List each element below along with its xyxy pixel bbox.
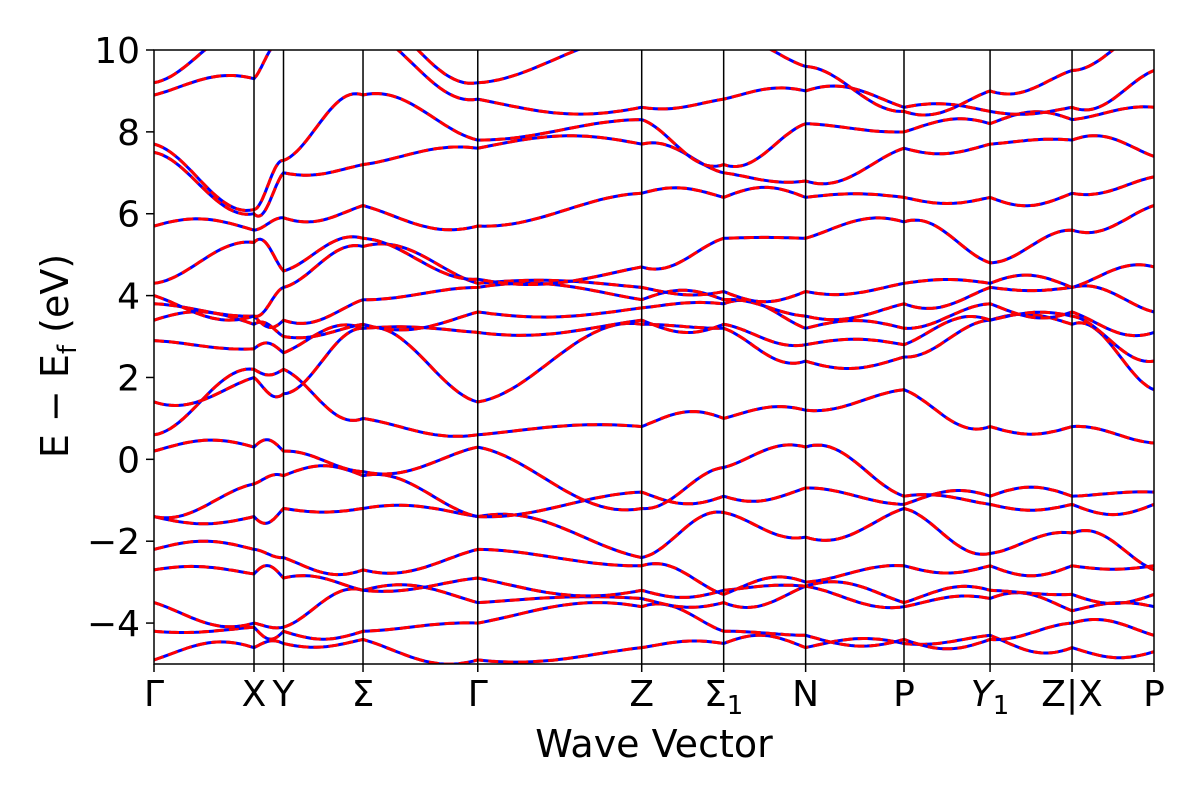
band-line-interp-2 bbox=[154, 583, 1154, 630]
plot-frame bbox=[153, 49, 1155, 665]
band-line-interp-8 bbox=[154, 367, 1154, 445]
x-tick-label: Y bbox=[272, 674, 296, 715]
x-tick-label: Z|X bbox=[1041, 674, 1102, 715]
band-line-interp-16 bbox=[154, 134, 1154, 218]
band-line-interp-12 bbox=[154, 281, 1154, 329]
high-symmetry-lines bbox=[253, 50, 1073, 664]
band-line-interp-0 bbox=[154, 633, 1154, 664]
band-line-dft-19 bbox=[154, 50, 1116, 117]
band-line-interp-3 bbox=[154, 564, 1154, 606]
y-tick-label: −4 bbox=[87, 604, 140, 645]
bands-layer bbox=[154, 50, 1154, 664]
y-tick-label: −2 bbox=[87, 522, 140, 563]
x-tick-label: Γ bbox=[468, 674, 488, 715]
x-tick-label: P bbox=[1143, 674, 1165, 715]
band-line-interp-5 bbox=[154, 503, 1154, 572]
band-line-interp-19 bbox=[154, 50, 1116, 117]
band-line-interp-17 bbox=[154, 91, 1154, 213]
x-axis-ticks: Γ X Y Σ Γ Z Σ1 N P Y1 Z|X P bbox=[144, 664, 1165, 721]
y-axis-label-main: E − E bbox=[33, 354, 77, 458]
x-axis-label: Wave Vector bbox=[535, 722, 773, 766]
band-line-interp-18 bbox=[154, 50, 1154, 116]
band-line-interp-10 bbox=[154, 310, 1154, 364]
svg-text:E − Ef (eV): E − Ef (eV) bbox=[33, 254, 83, 458]
band-line-dft-5 bbox=[154, 503, 1154, 572]
band-line-interp-11 bbox=[154, 298, 1154, 340]
x-tick-label: P bbox=[893, 674, 915, 715]
x-tick-label: X bbox=[242, 674, 267, 715]
band-line-dft-18 bbox=[154, 50, 1154, 116]
band-line-dft-6 bbox=[154, 464, 1154, 520]
y-tick-label: 6 bbox=[117, 195, 140, 236]
band-line-dft-9 bbox=[154, 312, 1154, 408]
x-tick-label: Z bbox=[629, 674, 654, 715]
x-tick-label: N bbox=[792, 674, 819, 715]
band-line-interp-7 bbox=[154, 438, 1154, 517]
y-tick-label: 0 bbox=[117, 440, 140, 481]
x-tick-label: Γ bbox=[144, 674, 164, 715]
band-line-interp-9 bbox=[154, 312, 1154, 408]
y-tick-label: 10 bbox=[94, 31, 140, 72]
band-line-interp-13 bbox=[154, 242, 1154, 322]
y-axis-ticks: −4 −2 0 2 4 6 8 10 bbox=[87, 31, 154, 645]
band-line-dft-14 bbox=[154, 204, 1154, 286]
band-line-interp-4 bbox=[154, 539, 1154, 596]
x-tick-label: Σ1 bbox=[704, 674, 743, 721]
band-line-dft-7 bbox=[154, 438, 1154, 517]
y-axis-label: E − Ef (eV) bbox=[33, 254, 83, 458]
y-axis-label-unit bbox=[33, 333, 77, 345]
band-line-interp-14 bbox=[154, 204, 1154, 286]
y-axis-label-sub: f bbox=[53, 344, 83, 354]
y-axis-label-unit-text: (eV) bbox=[33, 254, 77, 333]
band-line-interp-15 bbox=[154, 175, 1154, 232]
y-tick-label: 4 bbox=[117, 277, 140, 318]
x-tick-label: Σ bbox=[352, 674, 375, 715]
band-line-interp-1 bbox=[154, 601, 1154, 651]
band-line-dft-17 bbox=[154, 91, 1154, 213]
y-tick-label: 8 bbox=[117, 113, 140, 154]
y-tick-label: 2 bbox=[117, 358, 140, 399]
x-tick-label: Y1 bbox=[971, 674, 1010, 721]
